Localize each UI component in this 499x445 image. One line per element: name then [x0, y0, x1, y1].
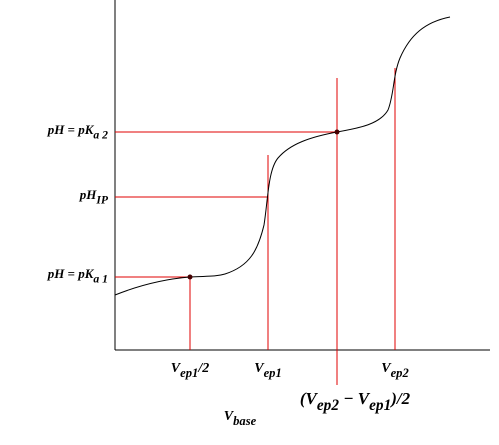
y-label: pH = pKa 1	[47, 266, 108, 286]
label-part: pH = pK	[47, 122, 95, 137]
y-label: pH = pKa 2	[47, 122, 108, 142]
label-part: ep1	[264, 366, 282, 380]
half-equivalence-point	[334, 129, 340, 135]
label-part: ep1	[369, 397, 391, 414]
label-part: /2	[197, 361, 209, 376]
x-label: Vep2	[381, 361, 409, 380]
label-part: ep2	[391, 366, 410, 380]
label-part: (V	[300, 389, 319, 408]
axis-label: Vbase	[224, 409, 257, 428]
label-part: a 2	[93, 129, 108, 142]
label-part: pH	[79, 187, 98, 202]
label-part: a 1	[93, 273, 108, 286]
x-label: Vep1	[254, 361, 282, 380]
label-part: V	[254, 361, 265, 376]
label-part: base	[233, 414, 256, 428]
half-equivalence-point	[187, 274, 193, 280]
label-part: ep1	[180, 366, 198, 380]
label-part: V	[224, 409, 235, 424]
x-label: Vep1/2	[171, 361, 209, 380]
label-part: V	[171, 361, 182, 376]
label-part: V	[381, 361, 392, 376]
titration-curve	[114, 16, 451, 296]
x-label: (Vep2 − Vep1)/2	[300, 389, 411, 414]
label-part: ep2	[317, 397, 339, 414]
label-part: pH = pK	[47, 266, 95, 281]
label-part: IP	[95, 194, 109, 207]
label-part: − V	[339, 389, 371, 408]
label-part: )/2	[389, 389, 410, 408]
y-label: pHIP	[79, 187, 109, 207]
